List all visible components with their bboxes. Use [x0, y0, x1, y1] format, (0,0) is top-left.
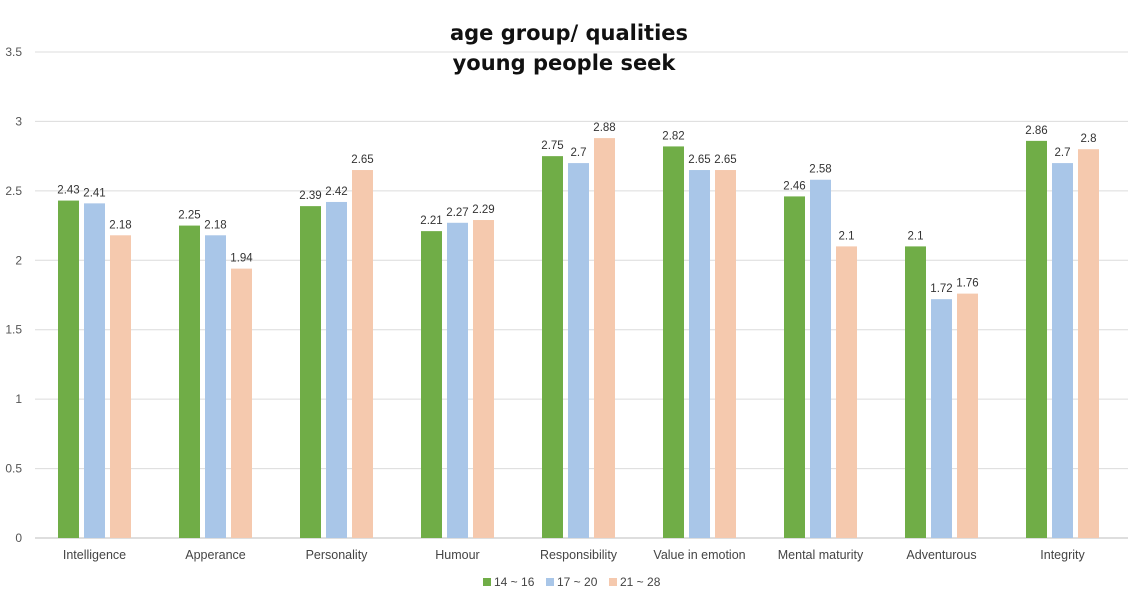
- bar: [810, 179, 831, 538]
- bar: [473, 220, 494, 538]
- data-label: 2.43: [57, 185, 79, 197]
- legend-swatch: [609, 578, 617, 586]
- bar: [326, 201, 347, 539]
- data-label: 2.88: [593, 122, 615, 134]
- x-tick-label: Integrity: [1040, 548, 1085, 562]
- bar: [1052, 163, 1073, 539]
- bar: [784, 196, 805, 538]
- bar: [663, 146, 684, 538]
- bar: [594, 138, 615, 538]
- x-tick-label: Intelligence: [63, 548, 126, 562]
- bar-layer: [58, 138, 1099, 539]
- data-label: 2.27: [446, 207, 468, 219]
- bar: [542, 156, 563, 538]
- bar: [179, 225, 200, 539]
- legend: 14 ~ 16 17 ~ 20 21 ~ 28: [483, 575, 661, 589]
- data-label: 2.75: [541, 140, 563, 152]
- bar: [905, 246, 926, 538]
- chart-title-line-1: age group/ qualities: [450, 21, 688, 45]
- data-label: 2.7: [571, 147, 587, 159]
- bar: [1078, 149, 1099, 538]
- legend-swatch: [483, 578, 491, 586]
- bar: [300, 206, 321, 539]
- legend-swatch: [546, 578, 554, 586]
- x-tick-label: Humour: [435, 548, 479, 562]
- x-tick-label: Apperance: [185, 548, 246, 562]
- data-label: 1.72: [930, 283, 952, 295]
- bar: [421, 231, 442, 538]
- bar: [84, 203, 105, 538]
- data-label: 2.25: [178, 210, 200, 222]
- data-label: 2.42: [325, 186, 347, 198]
- data-label: 2.8: [1081, 133, 1097, 145]
- bar: [110, 235, 131, 538]
- x-tick-label: Adventurous: [906, 548, 976, 562]
- data-label: 2.65: [688, 154, 710, 166]
- y-tick-label: 2.5: [5, 184, 22, 198]
- bar: [352, 170, 373, 538]
- y-tick-label: 1: [15, 392, 22, 406]
- bar: [58, 200, 79, 538]
- data-label: 2.18: [109, 219, 131, 231]
- data-label: 2.1: [908, 230, 924, 242]
- bar: [1026, 140, 1047, 538]
- bar: [931, 299, 952, 538]
- y-tick-label: 0: [15, 531, 22, 545]
- chart-title-line-2: young people seek: [453, 51, 677, 75]
- data-label: 2.86: [1025, 125, 1047, 137]
- bar: [715, 170, 736, 538]
- data-label-layer: 2.43 2.41 2.18 2.25 2.18 1.94 2.39 2.42 2.65 2.21…: [57, 122, 1096, 295]
- bar: [957, 293, 978, 538]
- y-tick-label: 3.5: [5, 45, 22, 59]
- bar: [447, 222, 468, 538]
- bar: [568, 163, 589, 539]
- y-axis: 0 0.5 1 1.5 2 2.5 3 3.5: [5, 45, 22, 545]
- legend-label: 21 ~ 28: [620, 575, 661, 589]
- data-label: 2.39: [299, 190, 321, 202]
- bar: [836, 246, 857, 538]
- x-tick-label: Responsibility: [540, 548, 618, 562]
- data-label: 2.1: [839, 230, 855, 242]
- data-label: 1.94: [230, 253, 253, 265]
- y-tick-label: 0.5: [5, 462, 22, 476]
- y-tick-label: 3: [15, 114, 22, 128]
- data-label: 2.65: [351, 154, 373, 166]
- data-label: 2.18: [204, 219, 226, 231]
- bar: [231, 268, 252, 538]
- x-axis: Intelligence Apperance Personality Humour Re…: [63, 548, 1086, 562]
- data-label: 2.7: [1055, 147, 1071, 159]
- x-tick-label: Mental maturity: [778, 548, 864, 562]
- data-label: 2.58: [809, 164, 831, 176]
- data-label: 2.46: [783, 180, 805, 192]
- data-label: 2.41: [83, 187, 105, 199]
- y-tick-label: 1.5: [5, 323, 22, 337]
- data-label: 2.82: [662, 130, 684, 142]
- data-label: 2.65: [714, 154, 736, 166]
- x-tick-label: Value in emotion: [653, 548, 745, 562]
- y-tick-label: 2: [15, 253, 22, 267]
- legend-label: 17 ~ 20: [557, 575, 598, 589]
- x-tick-label: Personality: [306, 548, 369, 562]
- data-label: 2.29: [472, 204, 494, 216]
- data-label: 1.76: [956, 278, 978, 290]
- bar: [205, 235, 226, 538]
- data-label: 2.21: [420, 215, 442, 227]
- legend-label: 14 ~ 16: [494, 575, 535, 589]
- bar: [689, 170, 710, 538]
